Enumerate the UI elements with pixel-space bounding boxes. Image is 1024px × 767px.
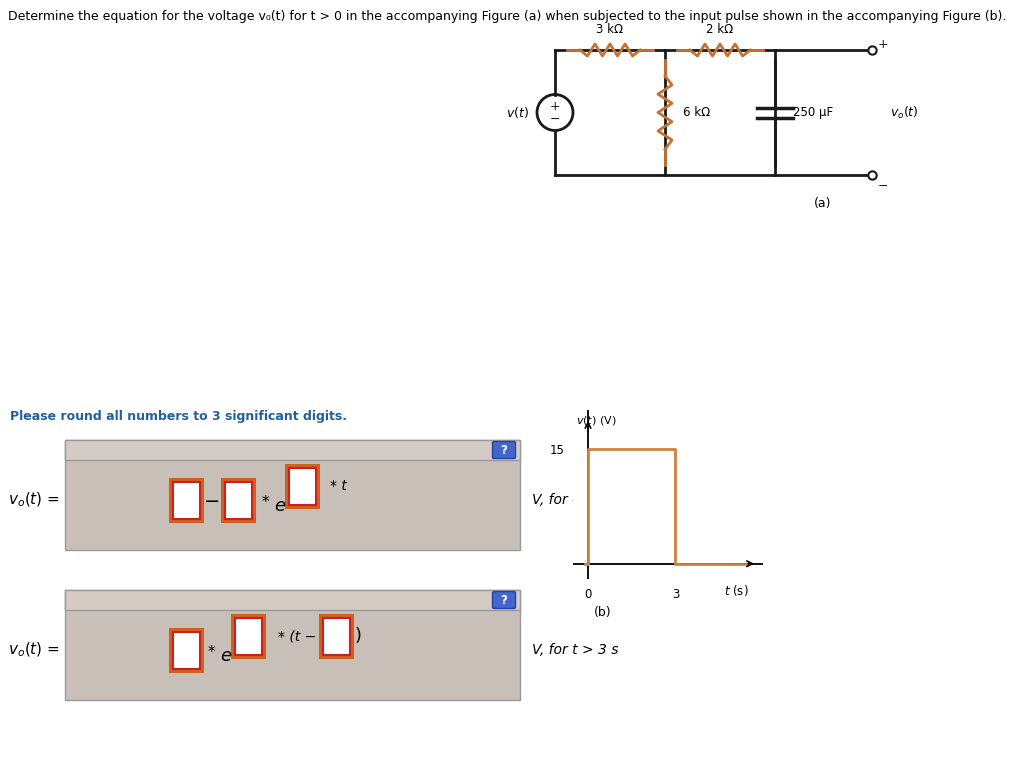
Text: * (t −: * (t − (278, 629, 316, 643)
Text: 2 kΩ: 2 kΩ (707, 23, 733, 36)
Text: ): ) (355, 627, 362, 645)
Bar (234, 617, 261, 654)
Text: $t$ (s): $t$ (s) (724, 583, 749, 598)
Bar (65, 590, 520, 610)
Text: −: − (204, 492, 220, 512)
Text: $v(t)$: $v(t)$ (506, 105, 529, 120)
Text: $v(t)$ (V): $v(t)$ (V) (577, 414, 616, 427)
Text: +: + (878, 38, 889, 51)
Bar (289, 468, 315, 505)
Text: * t: * t (330, 479, 347, 493)
FancyBboxPatch shape (493, 442, 515, 459)
Text: ?: ? (501, 443, 508, 456)
Bar (170, 479, 202, 521)
Text: −: − (878, 180, 889, 193)
Bar (65, 590, 520, 700)
Text: V, for 0 s ≤ t ≤ 3 s: V, for 0 s ≤ t ≤ 3 s (532, 493, 659, 507)
Bar (319, 615, 352, 657)
Bar (172, 482, 200, 518)
Text: $v_o(t)$ =: $v_o(t)$ = (8, 640, 60, 659)
Bar (224, 482, 252, 518)
Bar (65, 440, 520, 550)
Bar (232, 615, 264, 657)
Bar (172, 631, 200, 669)
Bar (65, 440, 520, 460)
FancyBboxPatch shape (493, 591, 515, 608)
Text: *: * (208, 644, 216, 660)
Text: Determine the equation for the voltage v₀(t) for t > 0 in the accompanying Figur: Determine the equation for the voltage v… (8, 10, 1007, 23)
Text: e: e (274, 497, 285, 515)
Text: *: * (262, 495, 269, 509)
Text: $v_o(t)$ =: $v_o(t)$ = (8, 491, 60, 509)
Text: V, for t > 3 s: V, for t > 3 s (532, 643, 618, 657)
Text: +: + (550, 100, 560, 113)
Bar (286, 465, 318, 507)
Text: $v_o(t)$: $v_o(t)$ (890, 104, 919, 120)
Text: Please round all numbers to 3 significant digits.: Please round all numbers to 3 significan… (10, 410, 347, 423)
Text: 6 kΩ: 6 kΩ (683, 106, 711, 119)
Text: e: e (220, 647, 231, 665)
Text: 250 μF: 250 μF (793, 106, 834, 119)
Text: ?: ? (501, 594, 508, 607)
Text: (a): (a) (814, 197, 831, 210)
Bar (222, 479, 254, 521)
Bar (323, 617, 349, 654)
Bar (170, 629, 202, 671)
Text: −: − (550, 113, 560, 126)
Text: (b): (b) (594, 606, 611, 619)
Text: 3 kΩ: 3 kΩ (596, 23, 624, 36)
